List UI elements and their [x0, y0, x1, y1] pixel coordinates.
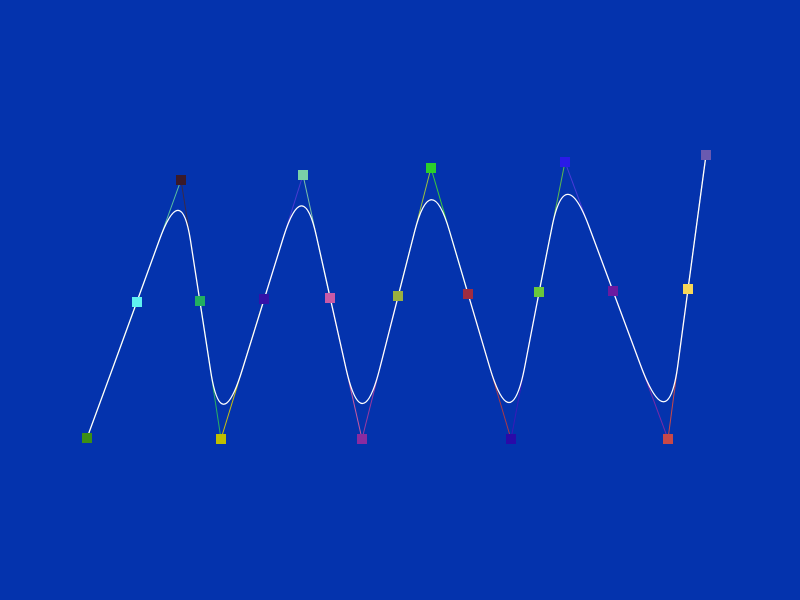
- control-point-handle[interactable]: [608, 286, 618, 296]
- control-point-handle[interactable]: [683, 284, 693, 294]
- control-point-handle[interactable]: [82, 433, 92, 443]
- control-point-handle[interactable]: [534, 287, 544, 297]
- control-point-handle[interactable]: [195, 296, 205, 306]
- control-point-handle[interactable]: [426, 163, 436, 173]
- control-point-handle[interactable]: [132, 297, 142, 307]
- control-point-handle[interactable]: [701, 150, 711, 160]
- control-point-handle[interactable]: [463, 289, 473, 299]
- control-point-handle[interactable]: [325, 293, 335, 303]
- control-point-handle[interactable]: [506, 434, 516, 444]
- control-point-handle[interactable]: [216, 434, 226, 444]
- control-point-handle[interactable]: [357, 434, 367, 444]
- control-point-handle[interactable]: [560, 157, 570, 167]
- control-point-handle[interactable]: [393, 291, 403, 301]
- control-point-handle[interactable]: [259, 294, 269, 304]
- control-point-handle[interactable]: [663, 434, 673, 444]
- control-point-handle[interactable]: [176, 175, 186, 185]
- control-point-handle[interactable]: [298, 170, 308, 180]
